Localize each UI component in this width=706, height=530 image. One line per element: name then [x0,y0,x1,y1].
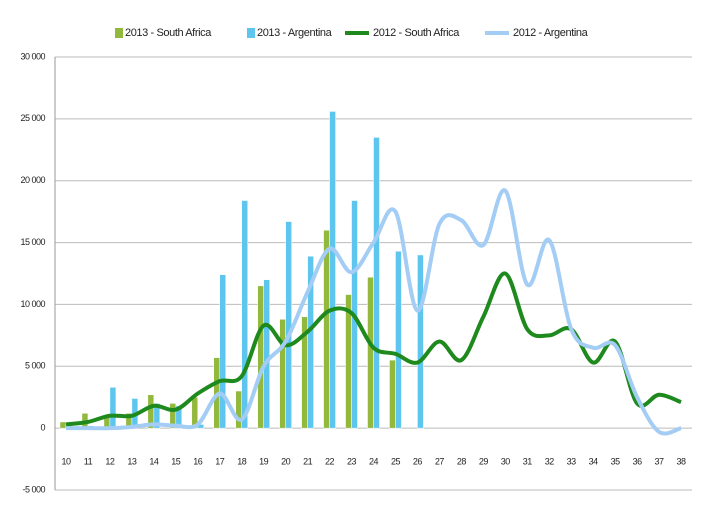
y-tick-label: 10 000 [20,299,45,309]
x-tick-label: 21 [303,457,313,467]
x-tick-label: 38 [677,457,687,467]
bar [241,200,248,429]
x-tick-label: 35 [611,457,621,467]
x-tick-label: 26 [413,457,423,467]
x-tick-label: 13 [127,457,137,467]
x-tick-label: 14 [149,457,159,467]
x-tick-label: 36 [633,457,643,467]
bar [329,111,336,429]
bar [285,221,292,429]
bar [153,403,161,429]
bar [367,276,374,429]
legend-label: 2013 - South Africa [125,27,212,39]
y-tick-label: 0 [40,423,45,433]
bar [323,229,330,429]
legend-label: 2013 - Argentina [257,27,333,39]
bar [263,279,270,429]
x-tick-label: 28 [457,457,467,467]
bar [109,387,117,429]
x-tick-label: 20 [281,457,291,467]
x-tick-label: 30 [501,457,511,467]
x-tick-label: 32 [545,457,555,467]
x-tick-label: 25 [391,457,401,467]
x-tick-label: 11 [84,457,93,467]
legend-label: 2012 - Argentina [513,27,589,39]
bar [307,255,314,429]
y-tick-label: 15 000 [20,237,45,247]
legend-swatch [115,28,123,38]
x-tick-label: 24 [369,457,379,467]
y-tick-label: 5 000 [25,361,46,371]
bar [373,137,380,429]
bar [395,250,402,429]
x-tick-label: 22 [325,457,335,467]
x-tick-label: 16 [193,457,203,467]
x-tick-label: 31 [523,457,533,467]
x-tick-label: 37 [655,457,665,467]
y-tick-label: 25 000 [20,113,45,123]
x-tick-label: 12 [105,457,115,467]
x-tick-label: 23 [347,457,357,467]
bar [59,421,67,429]
x-tick-label: 15 [171,457,181,467]
bar [175,405,183,429]
bar [417,254,424,429]
y-tick-label: 30 000 [20,51,45,61]
y-tick-label: -5 000 [22,484,45,494]
x-tick-label: 17 [215,457,225,467]
bar [219,274,226,429]
bar [235,390,242,429]
x-tick-label: 10 [61,457,71,467]
legend-swatch [247,28,255,38]
x-tick-label: 19 [259,457,269,467]
line [65,188,682,436]
y-tick-label: 20 000 [20,175,45,185]
x-tick-label: 29 [479,457,489,467]
bar [257,285,264,429]
x-tick-label: 18 [237,457,247,467]
x-tick-label: 34 [589,457,599,467]
x-tick-label: 33 [567,457,577,467]
x-tick-label: 27 [435,457,445,467]
bar [279,319,286,429]
bar [389,359,396,429]
legend-label: 2012 - South Africa [373,27,460,39]
